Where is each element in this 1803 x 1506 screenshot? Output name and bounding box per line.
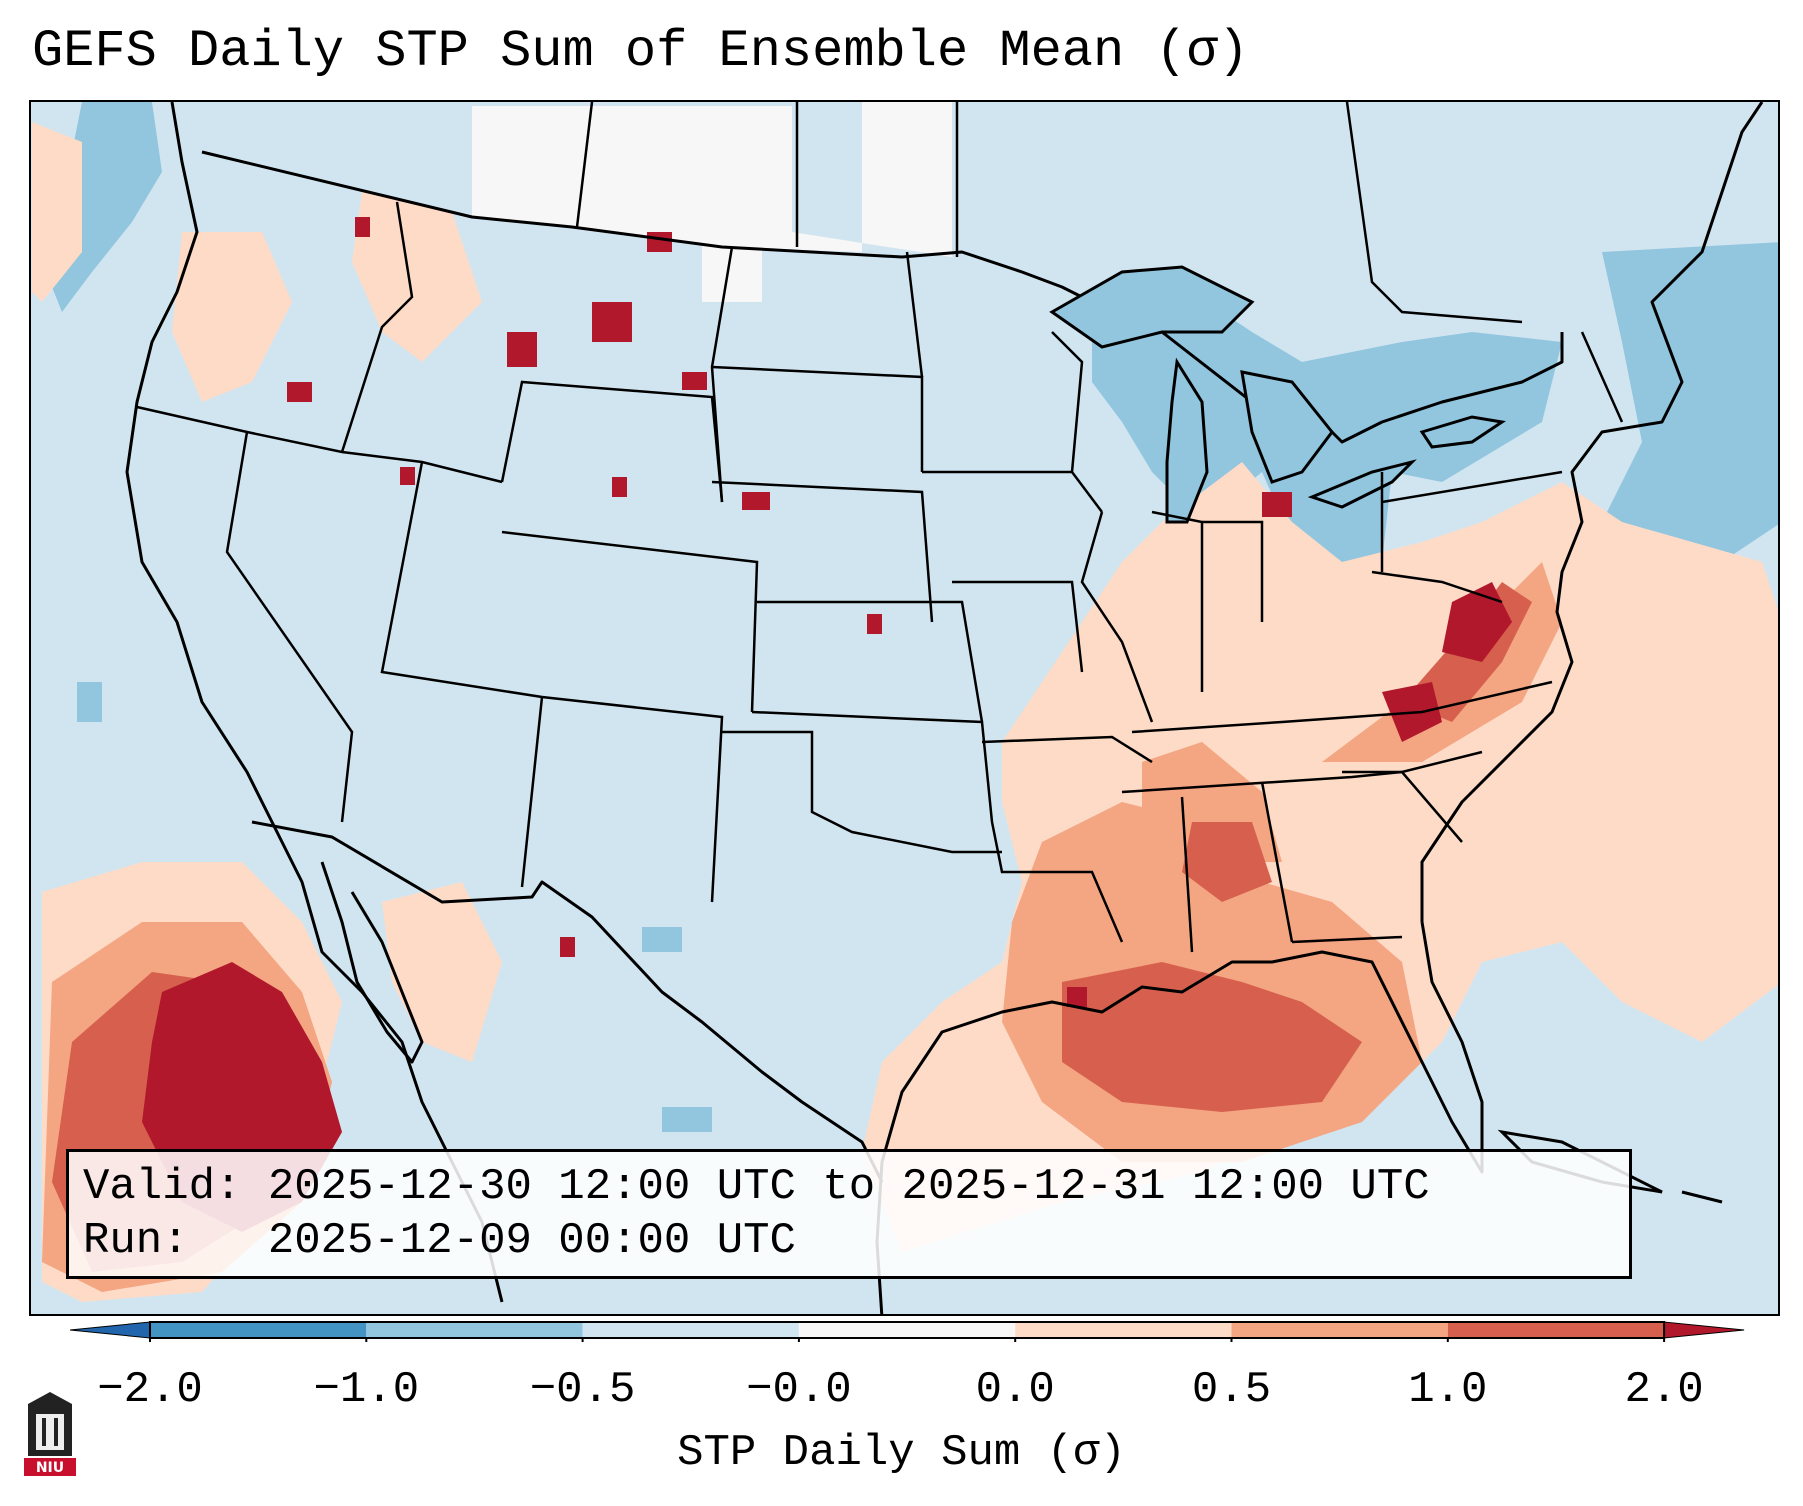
- colorbar-bin: [150, 1322, 367, 1338]
- colorbar-bin: [1231, 1322, 1448, 1338]
- state-boundaries: [136, 201, 1624, 953]
- colorbar-bin: [366, 1322, 583, 1338]
- chart-title: GEFS Daily STP Sum of Ensemble Mean (σ): [32, 22, 1249, 81]
- colorbar-bin: [582, 1322, 799, 1338]
- positive-anomaly-regions: [32, 122, 1778, 1302]
- colorbar-border: [149, 1321, 1666, 1339]
- niu-logo: NIU: [24, 1392, 76, 1476]
- lake-michigan: [1165, 357, 1209, 524]
- valid-run-info-box: Valid: 2025-12-30 12:00 UTC to 2025-12-3…: [66, 1149, 1632, 1279]
- run-label: Run:: [83, 1216, 189, 1266]
- us-mexico-border: [251, 820, 884, 1183]
- colorbar-tick-label: −1.0: [313, 1365, 420, 1415]
- colorbar-bin: [1015, 1322, 1232, 1338]
- colorbar-tick-label: 0.0: [975, 1365, 1055, 1415]
- colorbar-tick-label: −0.5: [529, 1365, 636, 1415]
- east-coast-outline: [1420, 102, 1764, 922]
- map-panel: [29, 100, 1780, 1316]
- colorbar-over-extension: [1663, 1321, 1745, 1339]
- lake-erie: [1307, 459, 1417, 509]
- valid-text: 2025-12-30 12:00 UTC to 2025-12-31 12:00…: [267, 1162, 1430, 1212]
- colorbar-bin: [798, 1322, 1016, 1338]
- gulf-coast-outline: [875, 921, 1484, 1314]
- map-canvas: [32, 102, 1778, 1314]
- lake-ontario: [1419, 415, 1506, 449]
- west-coast-outline: [125, 102, 504, 1303]
- province-boundaries: [575, 102, 1523, 324]
- colorbar-tick-label: 2.0: [1624, 1365, 1704, 1415]
- colorbar-tick-label: 1.0: [1408, 1365, 1488, 1415]
- colorbar-tick-label: 0.5: [1191, 1365, 1272, 1415]
- lake-superior: [1049, 265, 1255, 349]
- colorbar-label: STP Daily Sum (σ): [677, 1428, 1126, 1478]
- baja-outline: [320, 861, 424, 1064]
- colorbar: [70, 1321, 1745, 1342]
- run-text: 2025-12-09 00:00 UTC: [267, 1216, 796, 1266]
- colorbar-under-extension: [70, 1321, 151, 1339]
- colorbar-tick-label: −0.0: [746, 1365, 852, 1415]
- colorbar-bin: [1447, 1322, 1665, 1338]
- niu-logo-text: NIU: [36, 1460, 64, 1476]
- lake-huron: [1240, 370, 1334, 484]
- valid-label: Valid:: [83, 1162, 242, 1212]
- colorbar-tick-label: −2.0: [97, 1365, 203, 1415]
- white-areas-canada: [472, 102, 952, 302]
